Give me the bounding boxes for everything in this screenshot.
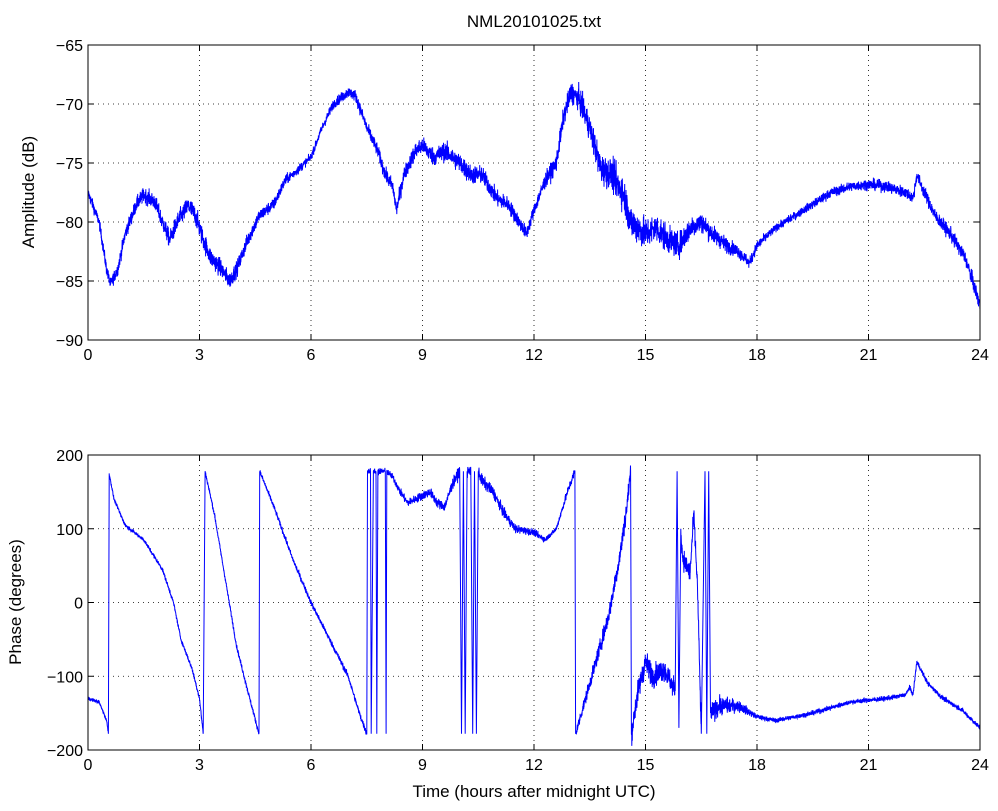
x-tick-label: 9 [418, 347, 427, 364]
x-tick-label: 24 [971, 757, 989, 774]
x-tick-label: 15 [637, 347, 655, 364]
y-tick-label: −70 [56, 97, 83, 114]
y-tick-label: −100 [47, 669, 83, 686]
x-tick-label: 12 [525, 347, 543, 364]
y-tick-label: −90 [56, 333, 83, 350]
x-axis-label: Time (hours after midnight UTC) [412, 782, 655, 801]
x-tick-label: 0 [84, 347, 93, 364]
y-tick-label: −75 [56, 156, 83, 173]
x-tick-label: 6 [307, 347, 316, 364]
amplitude-series-line [87, 81, 981, 309]
x-tick-label: 21 [860, 347, 878, 364]
x-tick-label: 21 [860, 757, 878, 774]
x-tick-label: 9 [418, 757, 427, 774]
y-tick-label: −65 [56, 38, 83, 55]
chart-title: NML20101025.txt [467, 12, 601, 31]
x-tick-label: 15 [637, 757, 655, 774]
phase-axes: 0 3 6 9 12 15 18 21 24 −200 −100 0 100 200 [47, 448, 989, 774]
axes-frame [87, 454, 981, 751]
y-tick-label: 100 [56, 522, 83, 539]
x-tick-label: 3 [195, 757, 204, 774]
x-tick-label: 3 [195, 347, 204, 364]
y-tick-label: −200 [47, 743, 83, 760]
y-tick-label: −85 [56, 274, 83, 291]
amplitude-axes: 0 3 6 9 12 15 18 21 24 −90 −85 −80 −75 −70 −65 [56, 38, 989, 364]
x-tick-label: 18 [748, 757, 766, 774]
x-tick-label: 6 [307, 757, 316, 774]
axes-frame [87, 44, 981, 341]
x-tick-label: 0 [84, 757, 93, 774]
x-tick-label: 18 [748, 347, 766, 364]
phase-series-line [87, 465, 981, 746]
x-tick-label: 24 [971, 347, 989, 364]
x-tick-label: 12 [525, 757, 543, 774]
y-tick-label: 0 [74, 596, 83, 613]
phase-y-label: Phase (degrees) [6, 539, 25, 665]
y-tick-label: 200 [56, 448, 83, 465]
amplitude-y-label: Amplitude (dB) [19, 136, 38, 248]
y-tick-label: −80 [56, 215, 83, 232]
